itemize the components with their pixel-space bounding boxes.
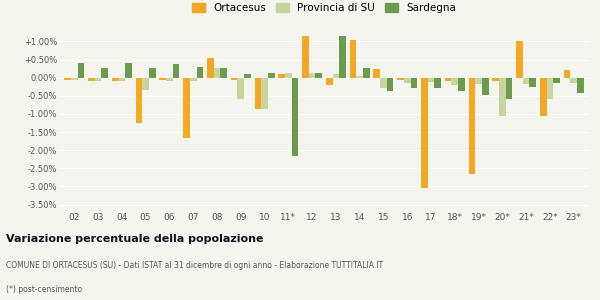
- Bar: [302, 36, 309, 78]
- Bar: [380, 78, 387, 88]
- Bar: [285, 73, 292, 78]
- Bar: [173, 64, 179, 78]
- Bar: [166, 78, 173, 81]
- Bar: [506, 78, 512, 99]
- Bar: [326, 78, 332, 85]
- Bar: [475, 78, 482, 84]
- Bar: [95, 78, 101, 81]
- Bar: [64, 78, 71, 80]
- Bar: [397, 78, 404, 80]
- Bar: [404, 78, 410, 83]
- Bar: [571, 78, 577, 83]
- Bar: [373, 69, 380, 78]
- Bar: [387, 78, 394, 91]
- Bar: [88, 78, 95, 81]
- Bar: [363, 68, 370, 78]
- Bar: [421, 78, 428, 188]
- Bar: [220, 68, 227, 78]
- Bar: [309, 73, 316, 78]
- Bar: [553, 78, 560, 83]
- Bar: [410, 78, 417, 88]
- Bar: [231, 78, 238, 80]
- Bar: [332, 74, 339, 78]
- Bar: [428, 78, 434, 82]
- Bar: [244, 74, 251, 78]
- Bar: [451, 78, 458, 85]
- Text: COMUNE DI ORTACESUS (SU) - Dati ISTAT al 31 dicembre di ogni anno - Elaborazione: COMUNE DI ORTACESUS (SU) - Dati ISTAT al…: [6, 261, 383, 270]
- Bar: [493, 78, 499, 81]
- Bar: [112, 78, 119, 81]
- Bar: [125, 63, 132, 78]
- Bar: [261, 78, 268, 109]
- Bar: [101, 68, 108, 78]
- Bar: [292, 78, 298, 156]
- Bar: [499, 78, 506, 116]
- Bar: [356, 76, 363, 78]
- Bar: [482, 78, 488, 95]
- Bar: [119, 78, 125, 81]
- Bar: [458, 78, 465, 91]
- Bar: [149, 68, 155, 78]
- Bar: [190, 78, 197, 81]
- Bar: [183, 78, 190, 137]
- Bar: [547, 78, 553, 99]
- Bar: [254, 78, 261, 109]
- Bar: [278, 74, 285, 78]
- Bar: [71, 78, 77, 80]
- Bar: [207, 58, 214, 78]
- Bar: [238, 78, 244, 99]
- Bar: [136, 78, 142, 123]
- Bar: [160, 78, 166, 80]
- Bar: [316, 73, 322, 78]
- Bar: [445, 78, 451, 81]
- Bar: [540, 78, 547, 116]
- Bar: [564, 70, 571, 78]
- Text: Variazione percentuale della popolazione: Variazione percentuale della popolazione: [6, 234, 263, 244]
- Bar: [214, 68, 220, 78]
- Bar: [434, 78, 441, 88]
- Legend: Ortacesus, Provincia di SU, Sardegna: Ortacesus, Provincia di SU, Sardegna: [192, 3, 456, 13]
- Text: (*) post-censimento: (*) post-censimento: [6, 285, 82, 294]
- Bar: [529, 78, 536, 87]
- Bar: [268, 73, 275, 78]
- Bar: [339, 26, 346, 78]
- Bar: [197, 67, 203, 78]
- Bar: [350, 40, 356, 78]
- Bar: [77, 63, 84, 78]
- Bar: [142, 78, 149, 90]
- Bar: [469, 78, 475, 174]
- Bar: [577, 78, 584, 93]
- Bar: [516, 41, 523, 78]
- Bar: [523, 78, 529, 84]
